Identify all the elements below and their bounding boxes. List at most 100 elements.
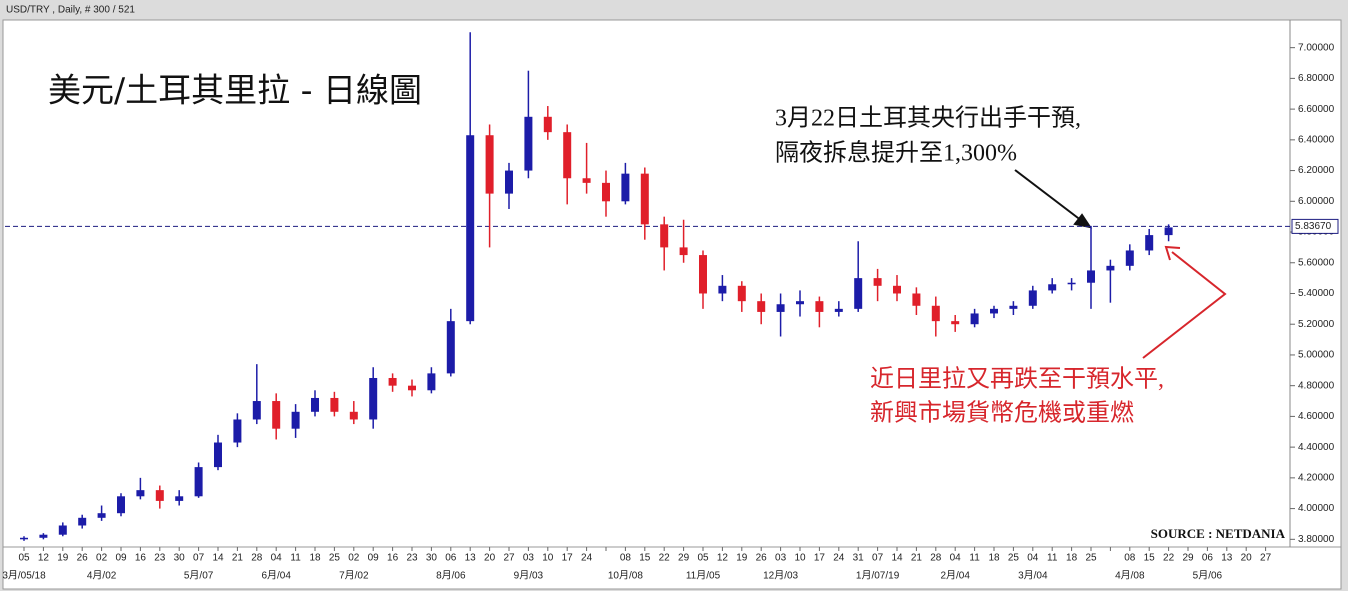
y-tick-label: 5.60000	[1298, 257, 1335, 268]
month-label: 8月/06	[436, 570, 466, 582]
candle-body	[485, 135, 494, 194]
x-tick-label: 03	[523, 553, 535, 564]
y-tick-label: 6.00000	[1298, 196, 1335, 207]
candle-body	[58, 525, 67, 535]
candle-body	[194, 467, 203, 497]
month-label: 4月/02	[87, 570, 117, 582]
candle-body	[854, 278, 863, 309]
candle-body	[776, 304, 785, 312]
x-tick-label: 26	[77, 553, 89, 564]
x-tick-label: 18	[1066, 553, 1078, 564]
candle-body	[446, 321, 455, 374]
candle-body	[214, 442, 222, 468]
x-tick-label: 20	[484, 553, 496, 564]
x-tick-label: 21	[232, 553, 244, 564]
x-tick-label: 15	[1144, 553, 1156, 564]
candle-body	[699, 255, 707, 294]
candle-body	[39, 534, 48, 538]
month-label: 7月/02	[339, 570, 369, 582]
candle-body	[621, 173, 630, 202]
chart-title: 美元/土耳其里拉 - 日線圖	[48, 71, 422, 110]
month-label: 11月/05	[686, 570, 721, 582]
candle-body	[1028, 290, 1037, 306]
x-tick-label: 30	[174, 553, 186, 564]
candle-body	[505, 170, 513, 194]
candle-body	[602, 182, 610, 202]
x-tick-label: 08	[1124, 553, 1136, 564]
x-tick-label: 06	[1202, 553, 1214, 564]
x-tick-label: 13	[1221, 553, 1233, 564]
x-tick-label: 23	[154, 553, 166, 564]
x-tick-label: 25	[329, 553, 341, 564]
y-tick-label: 7.00000	[1298, 42, 1335, 53]
candle-body	[1087, 270, 1095, 283]
x-tick-label: 06	[445, 553, 457, 564]
x-tick-label: 04	[1027, 553, 1039, 564]
candle-body	[951, 321, 960, 325]
x-tick-label: 16	[387, 553, 399, 564]
y-tick-label: 4.00000	[1298, 503, 1335, 514]
x-tick-label: 05	[697, 553, 709, 564]
candle-body	[893, 285, 901, 294]
y-tick-label: 6.80000	[1298, 73, 1335, 84]
x-tick-label: 22	[659, 553, 671, 564]
x-tick-label: 21	[911, 553, 923, 564]
month-label: 3月/05/18	[2, 570, 46, 582]
candle-body	[757, 301, 766, 312]
x-tick-label: 11	[290, 553, 301, 564]
month-label: 9月/03	[514, 570, 544, 582]
y-tick-label: 6.40000	[1298, 134, 1335, 145]
candle-body	[796, 301, 804, 305]
candle-body	[1009, 305, 1018, 309]
x-tick-label: 07	[193, 553, 205, 564]
y-tick-label: 5.40000	[1298, 288, 1335, 299]
x-tick-label: 17	[814, 553, 826, 564]
candle-body	[660, 224, 669, 248]
month-label: 3月/04	[1018, 570, 1048, 582]
candle-body	[990, 308, 998, 314]
x-tick-label: 10	[794, 553, 806, 564]
x-tick-label: 20	[1241, 553, 1253, 564]
x-tick-label: 04	[271, 553, 283, 564]
candle-body	[330, 397, 339, 412]
candle-body	[1164, 227, 1173, 236]
candle-body	[117, 496, 125, 514]
x-tick-label: 10	[542, 553, 554, 564]
candle-body	[233, 419, 242, 443]
x-tick-label: 25	[1008, 553, 1020, 564]
x-tick-label: 16	[135, 553, 147, 564]
source: SOURCE : NETDANIA	[1151, 526, 1286, 541]
x-tick-label: 02	[96, 553, 108, 564]
y-tick-label: 4.80000	[1298, 380, 1335, 391]
annotation: 隔夜拆息提升至1,300%	[775, 140, 1017, 167]
x-tick-label: 30	[426, 553, 438, 564]
candle-body	[563, 132, 572, 179]
x-tick-label: 19	[736, 553, 748, 564]
month-label: 10月/08	[608, 570, 643, 582]
candle-body	[97, 513, 106, 518]
candle-body	[1048, 284, 1057, 291]
x-tick-label: 29	[1182, 553, 1194, 564]
y-tick-label: 3.80000	[1298, 534, 1335, 545]
annotation: 3月22日土耳其央行出手干預,	[775, 105, 1081, 132]
month-label: 5月/07	[184, 570, 214, 582]
candle-body	[349, 411, 358, 420]
month-label: 2月/04	[940, 570, 970, 582]
x-tick-label: 28	[930, 553, 942, 564]
y-tick-label: 6.20000	[1298, 165, 1335, 176]
x-tick-label: 18	[988, 553, 1000, 564]
x-tick-label: 18	[309, 553, 321, 564]
candle-body	[291, 411, 300, 429]
month-label: 12月/03	[763, 570, 798, 582]
month-label: 4月/08	[1115, 570, 1145, 582]
candle-body	[466, 135, 475, 322]
candle-body	[1125, 250, 1134, 266]
candle-body	[427, 373, 436, 391]
x-tick-label: 11	[969, 553, 980, 564]
x-tick-label: 14	[891, 553, 903, 564]
candle-body	[408, 385, 416, 391]
candle-body	[970, 313, 979, 325]
candle-body	[1145, 235, 1154, 251]
x-tick-label: 19	[57, 553, 69, 564]
